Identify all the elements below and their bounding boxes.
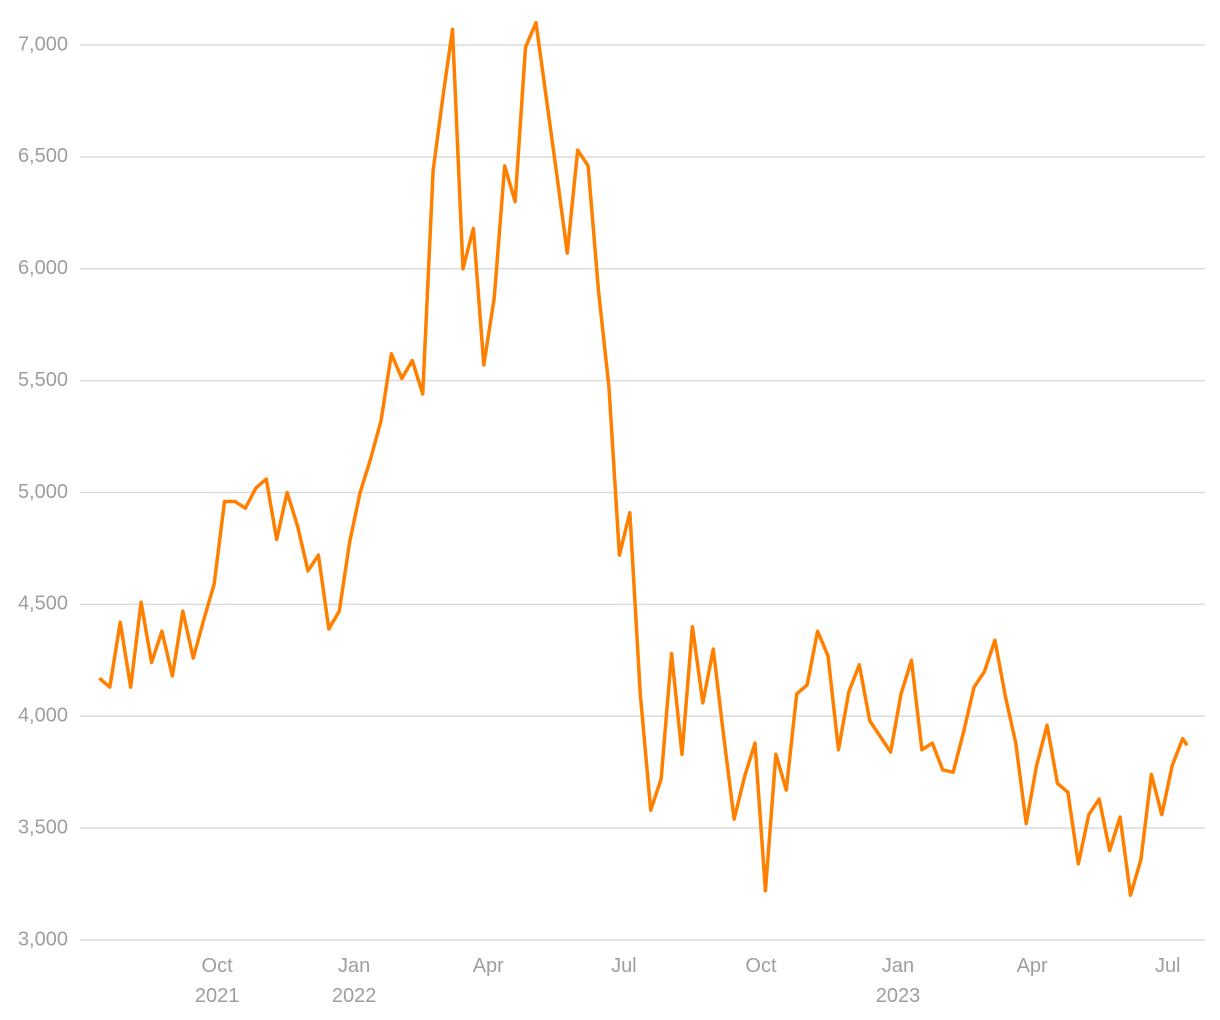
y-tick-label: 7,000 xyxy=(18,33,68,55)
y-tick-label: 5,000 xyxy=(18,481,68,503)
y-tick-label: 4,500 xyxy=(18,593,68,615)
y-tick-label: 4,000 xyxy=(18,705,68,727)
x-tick-label: Jan 2023 xyxy=(875,955,921,1007)
x-tick-label: Oct xyxy=(745,955,777,977)
y-tick-label: 6,000 xyxy=(18,257,68,279)
x-tick-label: Apr xyxy=(472,955,504,977)
x-tick-label: Jul xyxy=(1154,955,1181,977)
y-tick-label: 3,500 xyxy=(18,816,68,838)
x-tick-label: Apr xyxy=(1016,955,1048,977)
price-line xyxy=(98,20,1189,897)
y-tick-label: 5,500 xyxy=(18,369,68,391)
y-tick-label: 3,000 xyxy=(18,928,68,950)
x-tick-label: Jul xyxy=(611,955,637,977)
y-tick-label: 6,500 xyxy=(18,145,68,167)
x-tick-label: Jan 2022 xyxy=(331,955,377,1007)
x-tick-label: Oct 2021 xyxy=(194,955,240,1007)
